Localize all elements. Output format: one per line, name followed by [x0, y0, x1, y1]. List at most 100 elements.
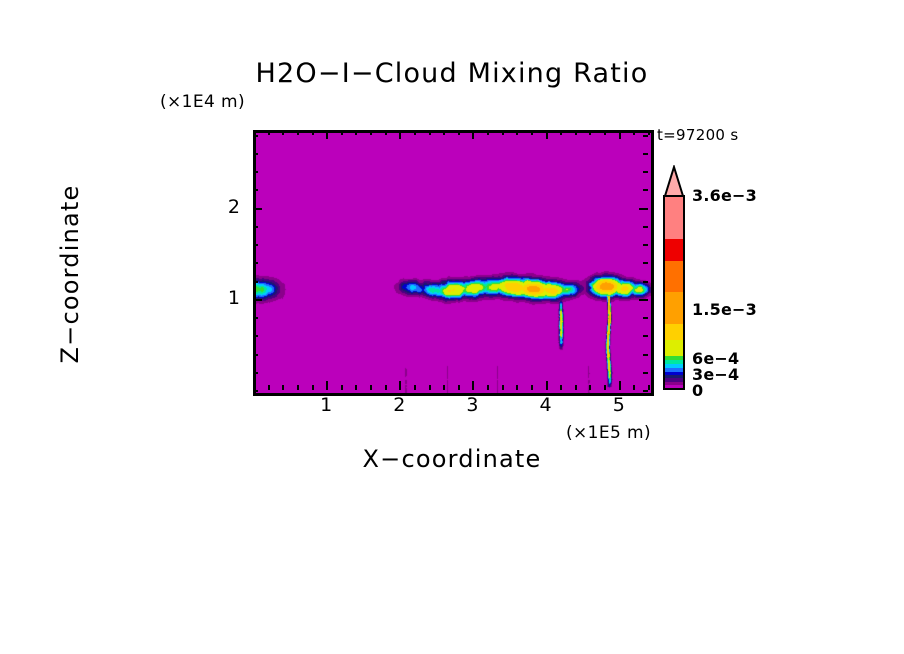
- tick-mark: [370, 130, 373, 135]
- tick-mark: [516, 385, 519, 390]
- y-axis-units-label: (×1E4 m): [160, 92, 246, 112]
- tick-mark: [643, 371, 648, 374]
- colorbar-band: [665, 367, 683, 372]
- tick-mark: [516, 130, 519, 135]
- x-axis-title: X−coordinate: [362, 445, 542, 473]
- tick-mark: [311, 130, 314, 135]
- tick-mark: [604, 130, 607, 135]
- tick-mark: [253, 317, 258, 320]
- colorbar-band: [665, 372, 683, 375]
- tick-mark: [643, 353, 648, 356]
- x-tick-label: 2: [393, 394, 406, 416]
- tick-mark: [604, 385, 607, 390]
- y-tick-label: 1: [227, 286, 240, 309]
- plot-area: [253, 130, 654, 396]
- tick-mark: [643, 225, 648, 228]
- colorbar-band: [665, 239, 683, 261]
- x-tick-label: 3: [466, 394, 479, 416]
- tick-mark: [413, 385, 416, 390]
- tick-mark: [413, 130, 416, 135]
- tick-mark: [501, 385, 504, 390]
- tick-mark: [282, 385, 285, 390]
- tick-mark: [267, 130, 270, 135]
- tick-mark: [253, 171, 258, 174]
- colorbar-band: [665, 359, 683, 364]
- tick-mark: [530, 130, 533, 135]
- tick-mark: [253, 225, 258, 228]
- colorbar-band: [665, 324, 683, 341]
- tick-mark: [326, 130, 329, 139]
- x-tick-label: 5: [612, 394, 625, 416]
- tick-mark: [296, 385, 299, 390]
- tick-mark: [574, 385, 577, 390]
- tick-mark: [370, 385, 373, 390]
- tick-mark: [326, 381, 329, 390]
- tick-mark: [457, 385, 460, 390]
- page-title: H2O−I−Cloud Mixing Ratio: [255, 58, 649, 89]
- tick-mark: [253, 152, 258, 155]
- tick-mark: [253, 207, 262, 210]
- colorbar-band: [665, 374, 683, 378]
- tick-mark: [574, 130, 577, 135]
- tick-mark: [311, 385, 314, 390]
- tick-mark: [618, 130, 621, 139]
- tick-mark: [639, 298, 648, 301]
- tick-mark: [545, 381, 548, 390]
- tick-mark: [253, 130, 255, 135]
- colorbar-tick-label: 0: [692, 381, 704, 400]
- tick-mark: [639, 207, 648, 210]
- colorbar-tick-label: 6e−4: [692, 348, 740, 368]
- tick-mark: [384, 130, 387, 135]
- x-axis-units-label: (×1E5 m): [566, 423, 652, 443]
- colorbar-band: [665, 260, 683, 293]
- tick-mark: [643, 171, 648, 174]
- colorbar-band: [665, 292, 683, 325]
- tick-mark: [643, 335, 648, 338]
- tick-mark: [253, 353, 258, 356]
- colorbar-tick-label: 3e−4: [692, 364, 740, 384]
- x-tick-label: 1: [320, 394, 333, 416]
- colorbar-band: [665, 363, 683, 368]
- timestamp-label: t=97200 s: [657, 126, 739, 144]
- tick-mark: [648, 385, 650, 390]
- colorbar-band: [665, 385, 683, 388]
- tick-mark: [296, 130, 299, 135]
- tick-mark: [443, 385, 446, 390]
- colorbar-bands: [663, 195, 685, 390]
- tick-mark: [253, 335, 258, 338]
- tick-mark: [428, 385, 431, 390]
- colorbar-band: [665, 381, 683, 386]
- tick-mark: [643, 134, 648, 137]
- tick-mark: [253, 134, 258, 137]
- tick-mark: [355, 385, 358, 390]
- tick-mark: [253, 390, 258, 392]
- tick-mark: [545, 130, 548, 139]
- x-tick-label: 4: [539, 394, 552, 416]
- tick-mark: [457, 130, 460, 135]
- tick-mark: [633, 130, 636, 135]
- y-tick-label: 2: [227, 195, 240, 218]
- tick-mark: [282, 130, 285, 135]
- y-axis-title: Z−coordinate: [56, 184, 84, 364]
- tick-mark: [399, 381, 402, 390]
- tick-mark: [253, 298, 262, 301]
- tick-mark: [340, 130, 343, 135]
- tick-mark: [472, 130, 475, 139]
- tick-mark: [633, 385, 636, 390]
- tick-mark: [643, 317, 648, 320]
- tick-mark: [253, 280, 258, 283]
- tick-mark: [501, 130, 504, 135]
- tick-mark: [355, 130, 358, 135]
- tick-mark: [487, 130, 490, 135]
- tick-mark: [643, 262, 648, 265]
- tick-mark: [589, 385, 592, 390]
- tick-mark: [399, 130, 402, 139]
- tick-mark: [643, 244, 648, 247]
- tick-mark: [648, 130, 650, 135]
- tick-mark: [530, 385, 533, 390]
- tick-mark: [589, 130, 592, 135]
- tick-mark: [340, 385, 343, 390]
- tick-mark: [643, 390, 648, 392]
- colorbar-band: [665, 377, 683, 382]
